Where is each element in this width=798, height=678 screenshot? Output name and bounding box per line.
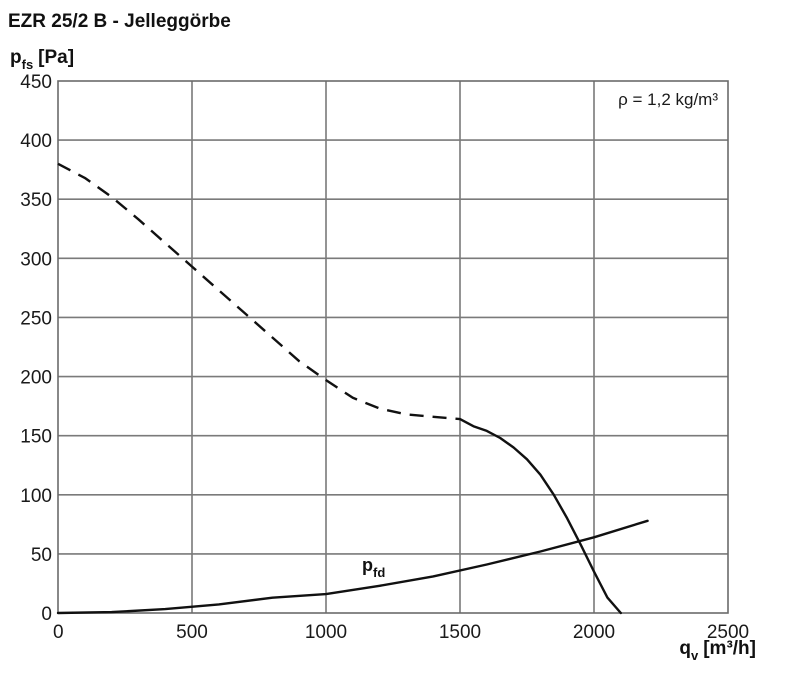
x-tick-label: 2500 bbox=[707, 622, 749, 643]
x-tick-label: 0 bbox=[53, 622, 64, 643]
series-lines bbox=[56, 162, 649, 615]
y-tick-label: 50 bbox=[31, 545, 52, 566]
series-label-pfd: pfd bbox=[362, 555, 385, 580]
grid bbox=[58, 81, 728, 613]
density-annotation: ρ = 1,2 kg/m³ bbox=[618, 90, 718, 109]
x-axis-label-sub: v bbox=[691, 648, 699, 663]
x-axis-label: qv [m³/h] bbox=[679, 638, 756, 663]
y-axis-label-sub: fs bbox=[22, 57, 34, 72]
y-tick-label: 400 bbox=[20, 131, 52, 152]
x-axis-label-unit: [m³/h] bbox=[703, 638, 756, 659]
series-label-pfd-sub: fd bbox=[373, 565, 385, 580]
x-tick-label: 1000 bbox=[305, 622, 347, 643]
series-line-pfs_stable bbox=[458, 417, 622, 615]
series-line-pfd bbox=[56, 519, 649, 615]
x-tick-label: 500 bbox=[176, 622, 208, 643]
plot-frame bbox=[57, 80, 729, 614]
series-line-pfs_unstable bbox=[57, 162, 461, 421]
tick-labels: 0 50 100 150 200 250 300 350 400 450 0 500 1000 1500 2… bbox=[20, 72, 749, 643]
series-label-pfd-main: p bbox=[362, 555, 373, 575]
y-axis-label-unit: [Pa] bbox=[38, 47, 74, 68]
x-tick-label: 1500 bbox=[439, 622, 481, 643]
y-tick-label: 450 bbox=[20, 72, 52, 93]
x-tick-label: 2000 bbox=[573, 622, 615, 643]
y-axis-label: pfs [Pa] bbox=[10, 47, 74, 72]
y-tick-label: 150 bbox=[20, 427, 52, 448]
x-axis-label-main: q bbox=[679, 638, 691, 659]
y-tick-label: 350 bbox=[20, 190, 52, 211]
y-tick-label: 100 bbox=[20, 486, 52, 507]
y-tick-label: 250 bbox=[20, 308, 52, 329]
y-tick-label: 0 bbox=[41, 604, 52, 625]
y-tick-label: 300 bbox=[20, 249, 52, 270]
y-tick-label: 200 bbox=[20, 368, 52, 389]
chart-title: EZR 25/2 B - Jelleggörbe bbox=[8, 11, 231, 32]
y-axis-label-main: p bbox=[10, 47, 22, 68]
